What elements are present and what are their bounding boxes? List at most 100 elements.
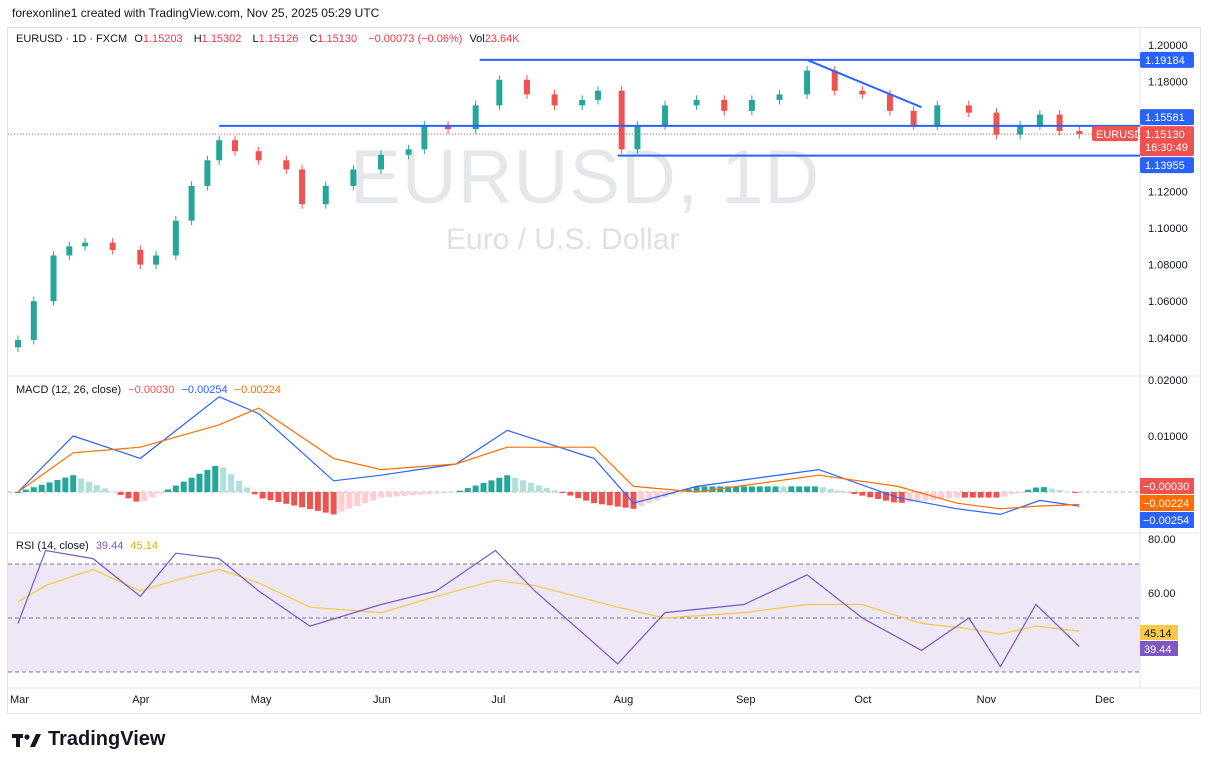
macd-histogram-bar: [30, 487, 37, 492]
macd-histogram-bar: [149, 492, 156, 498]
high-value: 1.15302: [201, 33, 242, 45]
rsi-value-badge: [1140, 625, 1178, 640]
watermark-title: EURUSD, 1D: [350, 135, 821, 220]
macd-histogram-bar: [299, 492, 306, 508]
chart-frame: [7, 27, 1201, 714]
macd-histogram-bar: [220, 467, 227, 492]
macd-title[interactable]: MACD (12, 26, close): [16, 384, 122, 396]
macd-histogram-bar: [827, 488, 834, 492]
macd-histogram-bar: [157, 492, 164, 494]
candle-body: [579, 99, 586, 106]
macd-histogram-bar: [259, 492, 266, 499]
macd-histogram-bar: [977, 492, 984, 498]
macd-histogram-bar: [393, 492, 400, 497]
macd-histogram-bar: [117, 492, 124, 495]
macd-histogram-bar: [985, 492, 992, 498]
macd-histogram-bar: [196, 473, 203, 492]
macd-histogram-bar: [859, 492, 866, 496]
macd-histogram-bar: [748, 486, 755, 492]
macd-histogram-bar: [306, 492, 313, 510]
rsi-tick-label: 60.00: [1148, 588, 1176, 600]
candle-body: [472, 105, 479, 130]
signal-line: [17, 407, 1080, 510]
macd-histogram-bar: [520, 480, 527, 492]
macd-histogram-bar: [551, 490, 558, 492]
last-price-badge: [1140, 126, 1194, 157]
close-value: 1.15130: [317, 33, 358, 45]
macd-histogram-bar: [756, 486, 763, 492]
macd-histogram-bar: [243, 487, 250, 492]
symbol-badge: [1092, 126, 1138, 142]
time-tick-label: Dec: [1095, 694, 1115, 706]
candle-body: [662, 105, 669, 126]
macd-value-label: −0.00030: [1143, 481, 1189, 493]
macd-histogram-bar: [1009, 492, 1016, 495]
macd-histogram-bar: [1017, 492, 1024, 493]
level-price-label: 1.19184: [1145, 55, 1185, 67]
macd-histogram-bar: [725, 486, 732, 492]
candle-body: [721, 99, 728, 111]
macd-histogram-bar: [583, 492, 590, 501]
candle-body: [934, 105, 941, 126]
macd-tick-label: 0.01000: [1148, 431, 1188, 443]
macd-histogram-bar: [527, 482, 534, 492]
candle-body: [445, 125, 452, 130]
macd-histogram-bar: [685, 489, 692, 492]
macd-value-badge: [1140, 495, 1194, 511]
tradingview-logo[interactable]: TradingView: [12, 728, 165, 751]
candle-body: [188, 185, 195, 221]
symbol-label[interactable]: EURUSD · 1D · FXCM: [16, 33, 128, 45]
macd-histogram-bar: [401, 492, 408, 496]
price-tick-label: 1.10000: [1148, 223, 1188, 235]
macd-histogram-bar: [954, 492, 961, 498]
candle-body: [50, 255, 57, 302]
macd-histogram-bar: [409, 492, 416, 496]
candle-body: [496, 79, 503, 106]
candle-body: [421, 125, 428, 150]
macd-histogram-bar: [70, 475, 77, 492]
candle-body: [172, 220, 179, 256]
candle-body: [523, 79, 530, 95]
time-tick-label: Jun: [373, 694, 391, 706]
macd-histogram-bar: [346, 492, 353, 509]
price-tick-label: 1.20000: [1148, 40, 1188, 52]
candle-body: [551, 94, 558, 106]
candle-body: [299, 169, 306, 205]
macd-histogram-bar: [811, 486, 818, 492]
macd-histogram-bar: [733, 486, 740, 492]
macd-histogram-bar: [235, 480, 242, 492]
symbol-badge-label: EURUSD: [1096, 129, 1143, 141]
macd-histogram-bar: [54, 480, 61, 492]
macd-histogram-bar: [772, 486, 779, 492]
candle-body: [1036, 114, 1043, 126]
macd-histogram-bar: [535, 485, 542, 492]
level-price-badge: [1140, 109, 1194, 126]
rsi-title[interactable]: RSI (14, close): [16, 540, 89, 552]
macd-histogram-bar: [441, 492, 448, 493]
macd-histogram-bar: [819, 487, 826, 492]
open-label: O: [134, 33, 143, 45]
macd-histogram-bar: [78, 478, 85, 492]
open-value: 1.15203: [142, 33, 183, 45]
macd-histogram-bar: [377, 492, 384, 498]
macd-histogram-bar: [622, 492, 629, 508]
macd-histogram-bar: [283, 492, 290, 504]
macd-line-value: −0.00254: [181, 384, 228, 396]
macd-histogram-bar: [212, 465, 219, 492]
rsi-legend: RSI (14, close) 39.44 45.14: [16, 540, 162, 552]
macd-value-label: −0.00254: [1143, 515, 1189, 527]
macd-histogram-bar: [851, 492, 858, 494]
macd-histogram-bar: [472, 485, 479, 492]
macd-histogram-bar: [875, 492, 882, 499]
macd-histogram-bar: [646, 492, 653, 504]
macd-histogram-bar: [1064, 491, 1071, 492]
candle-body: [137, 249, 144, 265]
rsi-value-label: 45.14: [1144, 628, 1172, 640]
ohlc-legend: EURUSD · 1D · FXCM O1.15203 H1.15302 L1.…: [16, 33, 528, 45]
macd-histogram-bar: [614, 492, 621, 507]
candle-body: [910, 110, 917, 126]
level-price-label: 1.15581: [1145, 112, 1185, 124]
macd-histogram-bar: [370, 492, 377, 501]
macd-histogram-bar: [330, 492, 337, 515]
